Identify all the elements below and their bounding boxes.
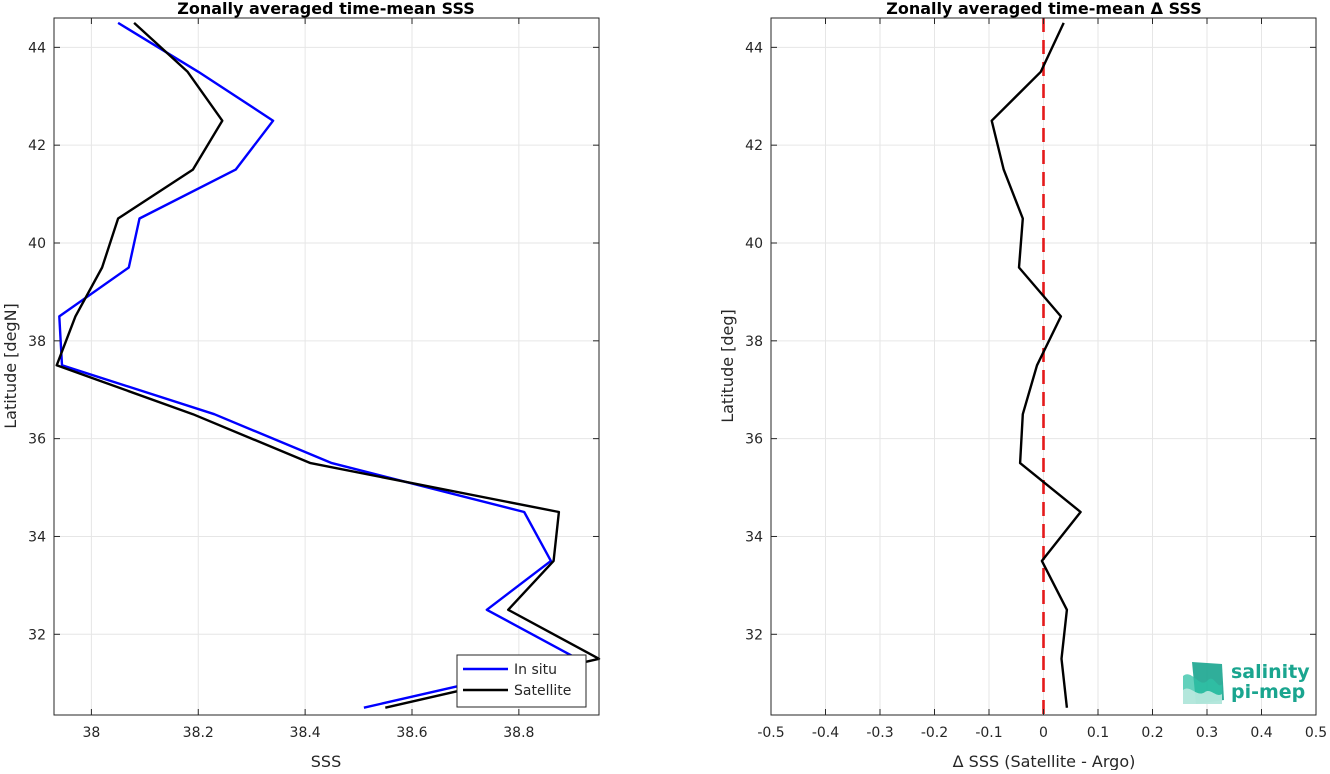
sss-panel: 38 38.2 38.4 38.6 38.8 32 34 36 38 40 42 44 Zonally…	[1, 0, 601, 771]
delta-ytick-label: 32	[745, 627, 763, 643]
delta-xtick-label: 0.5	[1305, 725, 1327, 741]
sss-series	[55, 21, 601, 709]
logo-text-salinity: salinity	[1231, 661, 1310, 683]
delta-ytick-label: 36	[745, 432, 763, 448]
sss-ytick-label: 38	[28, 334, 46, 350]
sss-legend: In situ Satellite	[456, 654, 587, 708]
delta-xtick-label: 0.4	[1250, 725, 1272, 741]
delta-ticks: -0.5 -0.4 -0.3 -0.2 -0.1 0 0.1 0.2 0.3 0.4 0.5 32 34…	[745, 18, 1327, 741]
logo-text-pi-mep: pi-mep	[1231, 681, 1305, 703]
sss-line-in-situ	[58, 21, 579, 709]
delta-ytick-label: 38	[745, 334, 763, 350]
sss-ytick-label: 32	[28, 627, 46, 643]
sss-xtick-label: 38.4	[290, 725, 321, 741]
legend-box	[456, 654, 587, 708]
delta-series	[990, 22, 1082, 708]
sss-line-satellite	[55, 22, 601, 709]
delta-xtick-label: -0.4	[812, 725, 839, 741]
sss-ylabel: Latitude [degN]	[1, 303, 20, 429]
legend-label-satellite: Satellite	[514, 683, 571, 699]
delta-title: Zonally averaged time-mean Δ SSS	[886, 0, 1202, 18]
delta-xtick-label: -0.5	[757, 725, 784, 741]
delta-sss-panel: -0.5 -0.4 -0.3 -0.2 -0.1 0 0.1 0.2 0.3 0.4 0.5 32 34…	[718, 0, 1327, 771]
sss-xtick-label: 38	[82, 725, 100, 741]
delta-xtick-label: -0.1	[975, 725, 1002, 741]
sss-ytick-label: 36	[28, 432, 46, 448]
sss-ticks: 38 38.2 38.4 38.6 38.8 32 34 36 38 40 42 44	[28, 18, 599, 741]
sss-axes-frame	[53, 17, 600, 716]
delta-xtick-label: 0.1	[1087, 725, 1109, 741]
sss-ytick-label: 44	[28, 40, 46, 56]
delta-xlabel: Δ SSS (Satellite - Argo)	[953, 752, 1136, 770]
sss-ytick-label: 42	[28, 138, 46, 154]
delta-ytick-label: 44	[745, 40, 763, 56]
salinity-pi-mep-logo: salinity pi-mep	[1183, 661, 1310, 704]
sss-plot-area	[54, 18, 599, 715]
sss-ytick-label: 40	[28, 236, 46, 252]
delta-xtick-label: 0.2	[1141, 725, 1163, 741]
delta-ytick-label: 40	[745, 236, 763, 252]
sss-grid	[54, 18, 599, 715]
sss-title: Zonally averaged time-mean SSS	[177, 0, 475, 18]
delta-xtick-label: -0.2	[921, 725, 948, 741]
logo-mark-wave-light	[1183, 688, 1222, 704]
delta-xtick-label: -0.3	[866, 725, 893, 741]
sss-ytick-label: 34	[28, 529, 46, 545]
sss-xlabel: SSS	[311, 752, 341, 770]
delta-xtick-label: 0	[1039, 725, 1048, 741]
legend-label-in-situ: In situ	[514, 662, 557, 678]
delta-ytick-label: 42	[745, 138, 763, 154]
delta-ytick-label: 34	[745, 529, 763, 545]
delta-xtick-label: 0.3	[1196, 725, 1218, 741]
sss-xtick-label: 38.8	[503, 725, 534, 741]
delta-ylabel: Latitude [deg]	[718, 309, 737, 423]
sss-xtick-label: 38.6	[396, 725, 427, 741]
sss-xtick-label: 38.2	[183, 725, 214, 741]
delta-line-series-0	[990, 22, 1082, 708]
